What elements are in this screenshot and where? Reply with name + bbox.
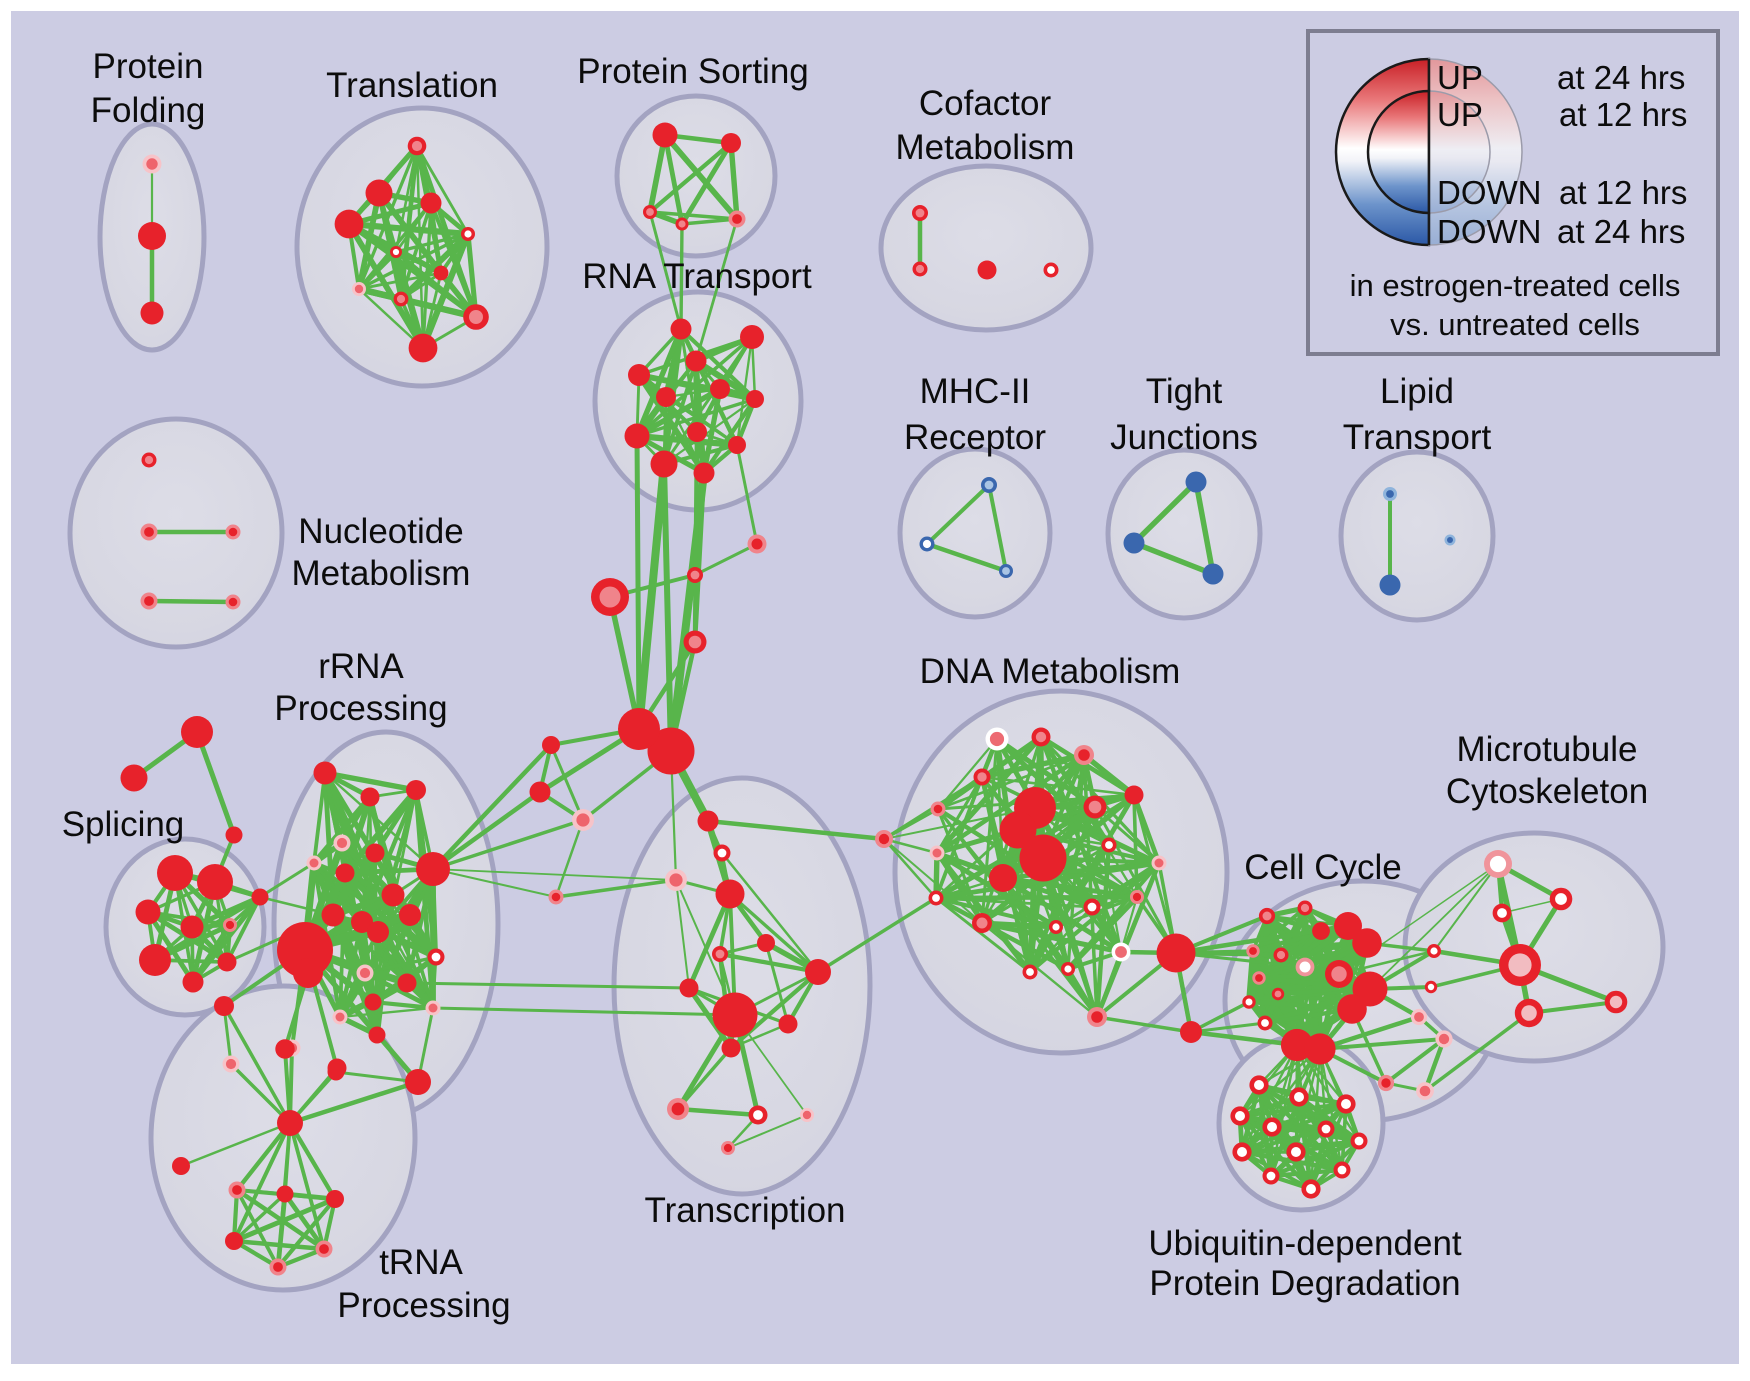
svg-text:UP: UP bbox=[1437, 96, 1483, 133]
svg-text:DNA Metabolism: DNA Metabolism bbox=[920, 652, 1181, 691]
svg-text:Protein Degradation: Protein Degradation bbox=[1149, 1264, 1460, 1303]
svg-text:Metabolism: Metabolism bbox=[896, 128, 1075, 167]
svg-text:Cell Cycle: Cell Cycle bbox=[1244, 848, 1402, 887]
svg-text:Junctions: Junctions bbox=[1110, 418, 1258, 457]
svg-text:DOWN: DOWN bbox=[1437, 213, 1541, 250]
svg-text:Ubiquitin-dependent: Ubiquitin-dependent bbox=[1148, 1224, 1462, 1263]
svg-text:Splicing: Splicing bbox=[62, 805, 185, 844]
svg-text:Transcription: Transcription bbox=[645, 1191, 846, 1230]
svg-text:Translation: Translation bbox=[326, 66, 498, 105]
svg-text:Protein: Protein bbox=[93, 47, 204, 86]
svg-text:UP: UP bbox=[1437, 59, 1483, 96]
svg-text:at 24 hrs: at 24 hrs bbox=[1557, 213, 1685, 250]
svg-text:Tight: Tight bbox=[1146, 372, 1223, 411]
svg-text:Processing: Processing bbox=[274, 689, 447, 728]
svg-text:Folding: Folding bbox=[91, 91, 206, 130]
svg-text:DOWN: DOWN bbox=[1437, 174, 1541, 211]
svg-text:Nucleotide: Nucleotide bbox=[298, 512, 463, 551]
svg-text:rRNA: rRNA bbox=[318, 647, 404, 686]
svg-text:Receptor: Receptor bbox=[904, 418, 1046, 457]
svg-text:Protein Sorting: Protein Sorting bbox=[577, 52, 809, 91]
svg-text:Lipid: Lipid bbox=[1380, 372, 1454, 411]
svg-text:tRNA: tRNA bbox=[379, 1243, 463, 1282]
svg-text:in estrogen-treated cells: in estrogen-treated cells bbox=[1350, 268, 1681, 303]
svg-text:Microtubule: Microtubule bbox=[1457, 730, 1638, 769]
svg-text:Processing: Processing bbox=[337, 1286, 510, 1325]
svg-text:Cytoskeleton: Cytoskeleton bbox=[1446, 772, 1648, 811]
svg-text:at 12 hrs: at 12 hrs bbox=[1559, 96, 1687, 133]
svg-text:at 24 hrs: at 24 hrs bbox=[1557, 59, 1685, 96]
svg-text:MHC-II: MHC-II bbox=[920, 372, 1031, 411]
svg-text:vs. untreated cells: vs. untreated cells bbox=[1390, 307, 1640, 342]
svg-text:Transport: Transport bbox=[1343, 418, 1492, 457]
svg-text:at 12 hrs: at 12 hrs bbox=[1559, 174, 1687, 211]
svg-text:RNA Transport: RNA Transport bbox=[582, 257, 812, 296]
svg-text:Cofactor: Cofactor bbox=[919, 84, 1052, 123]
svg-text:Metabolism: Metabolism bbox=[292, 554, 471, 593]
